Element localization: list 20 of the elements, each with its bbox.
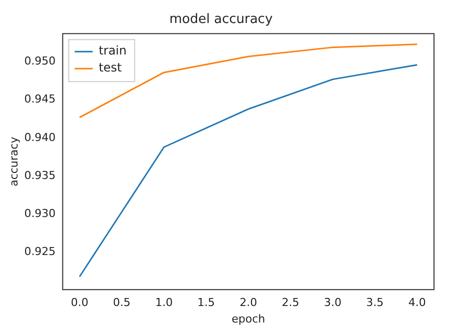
x-tick-label: 3.0 [324,296,342,310]
y-tick-label: 0.935 [24,168,56,182]
x-tick-label: 1.0 [155,296,173,310]
y-tick-label: 0.940 [24,130,56,144]
y-tick-label: 0.930 [24,207,56,220]
legend-label: test [98,60,122,75]
y-tick-label: 0.950 [24,54,56,68]
legend-label: train [98,44,127,58]
chart-title: model accuracy [169,12,273,28]
x-tick-label: 4.0 [408,296,426,310]
x-axis-title: epoch [232,312,266,326]
y-tick-label: 0.945 [24,92,56,106]
y-tick-label: 0.925 [24,245,56,258]
y-axis-title: accuracy [7,136,20,186]
x-tick-label: 0.0 [70,296,88,310]
x-tick-label: 2.0 [240,296,258,310]
x-tick-label: 0.5 [113,296,131,310]
x-tick-label: 1.5 [197,296,215,310]
x-tick-label: 2.5 [282,296,300,310]
x-tick-label: 3.5 [366,296,384,310]
